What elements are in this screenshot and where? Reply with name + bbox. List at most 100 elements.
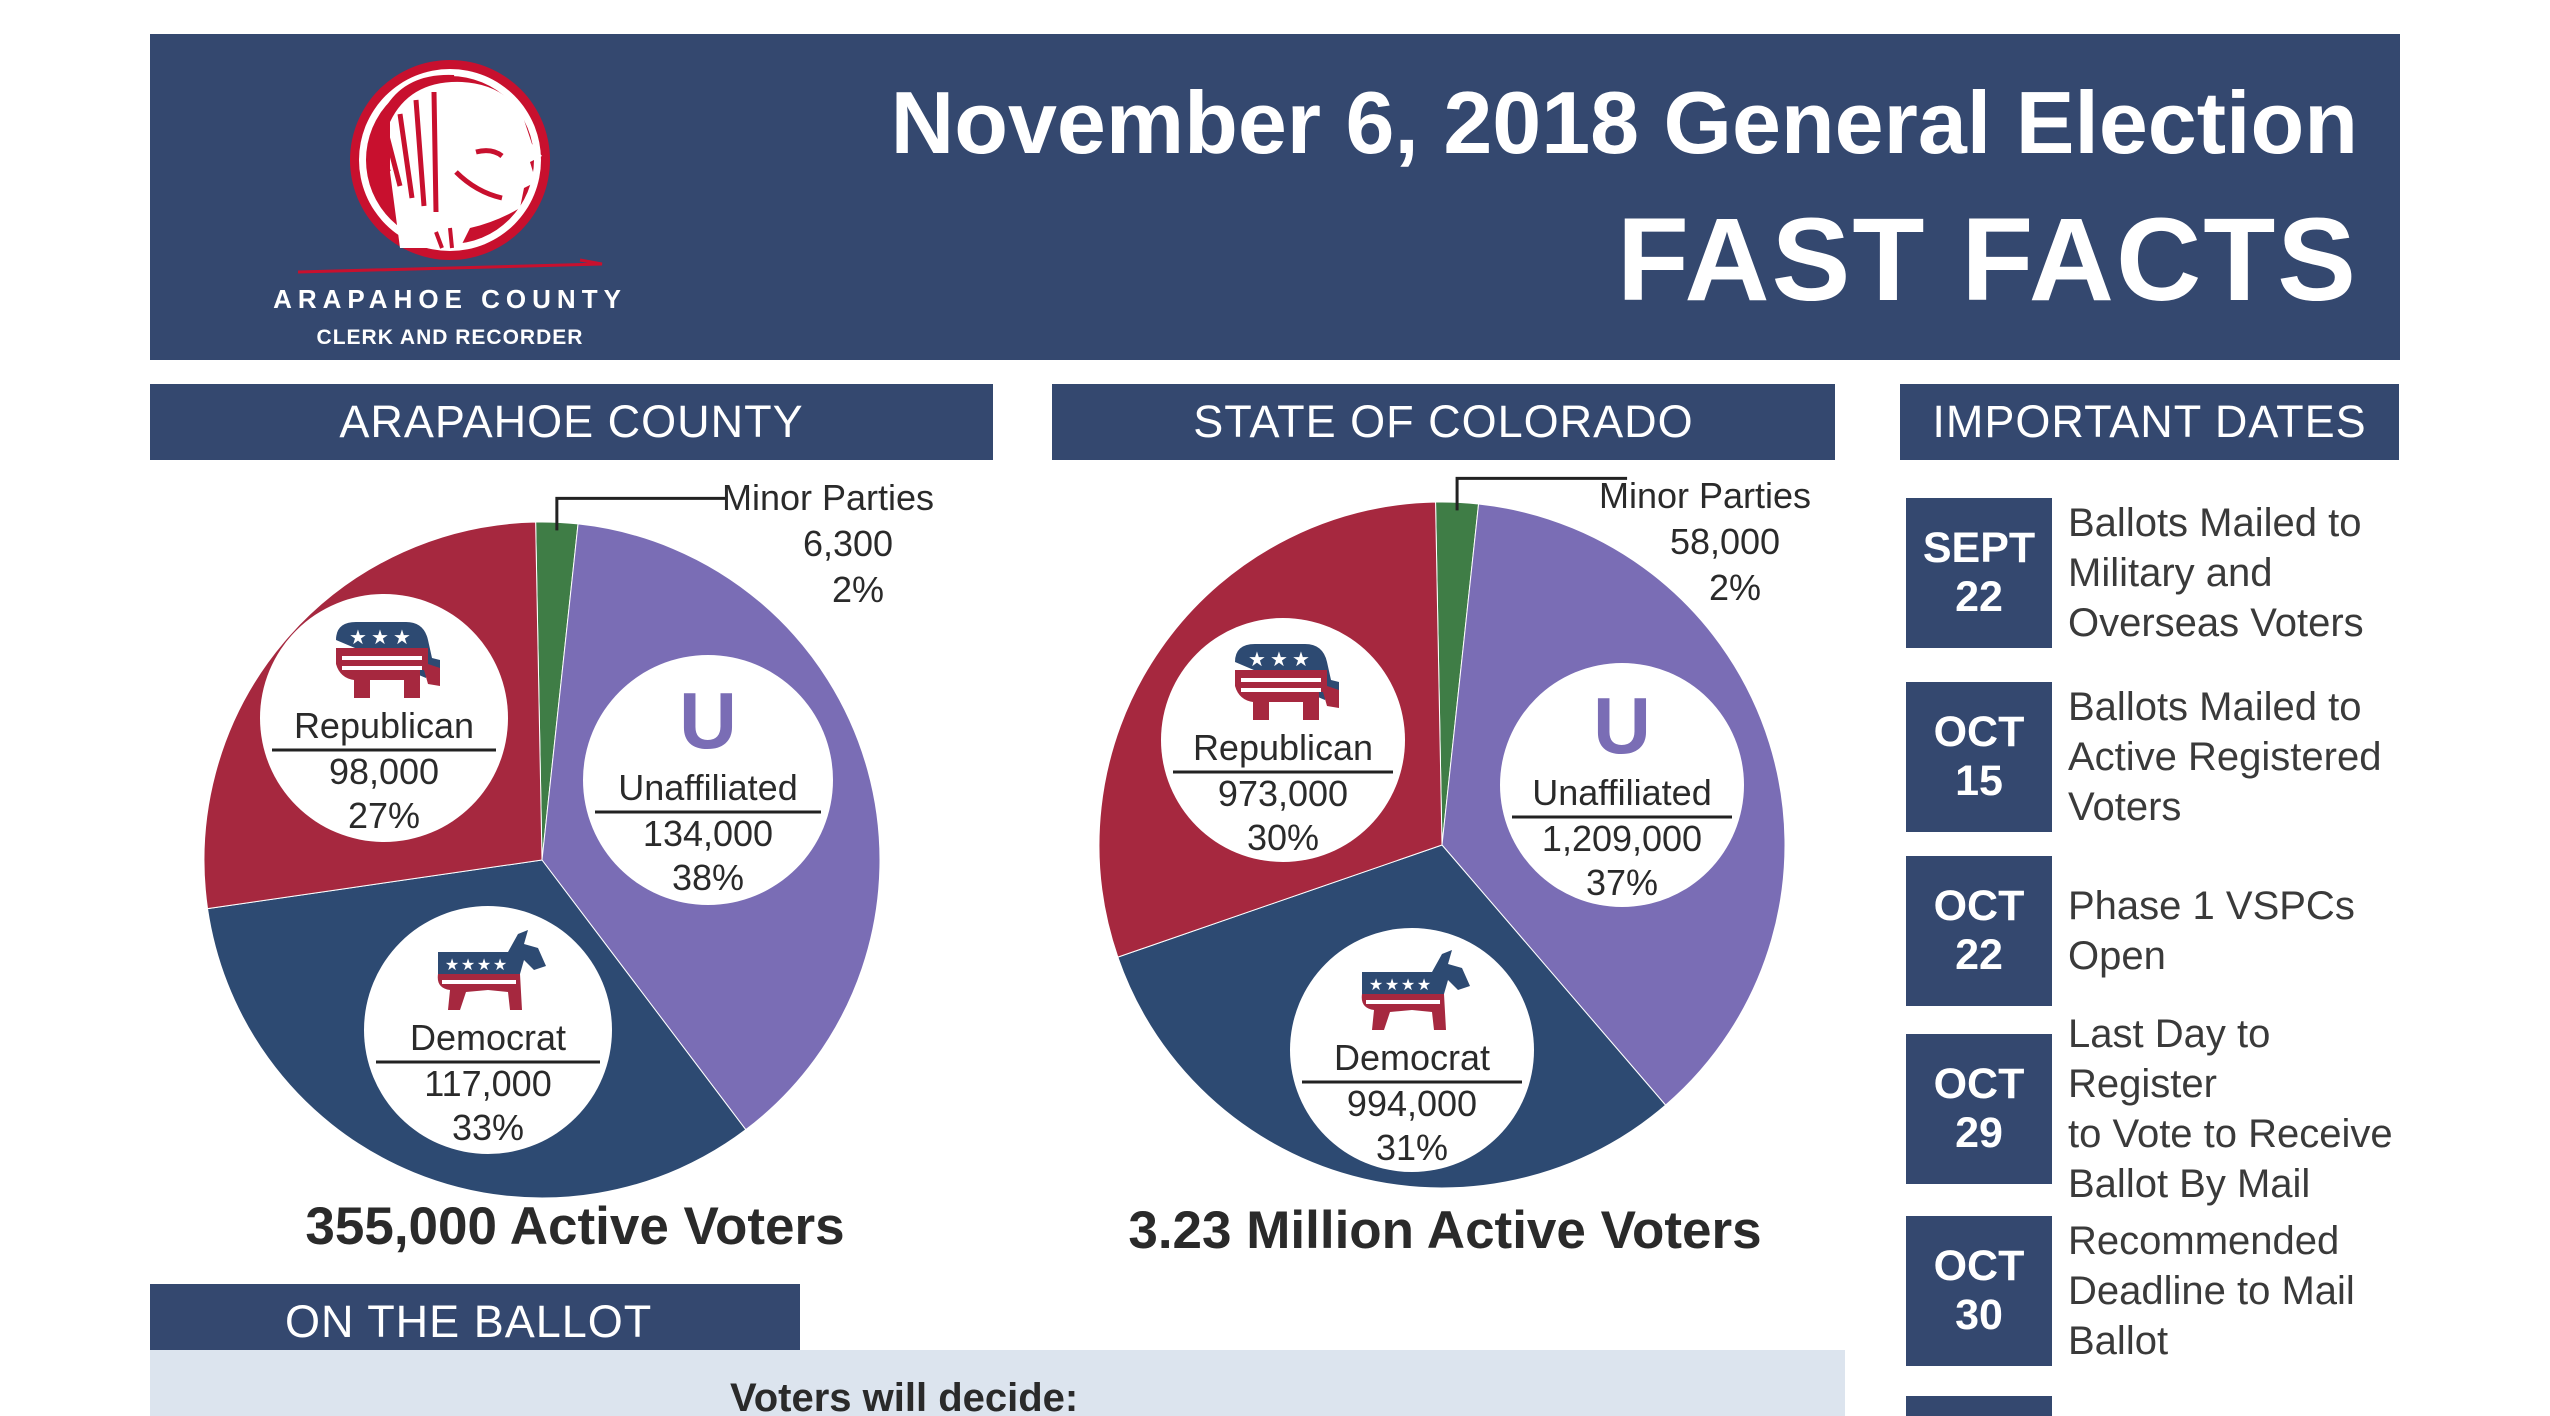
date-month: OCT — [1933, 1242, 2025, 1290]
date-desc-line: Voters — [2068, 785, 2182, 829]
democrat-donkey-icon: ★ ★ ★ ★ — [437, 930, 546, 1010]
minor-parties-leader-line — [1455, 476, 1628, 511]
star-icon: ★ — [493, 957, 507, 974]
star-icon: ★ — [461, 957, 475, 974]
date-desc-line: Recommended — [2068, 1219, 2340, 1263]
date-box: OCT 15 — [1906, 682, 2052, 832]
party-name-label: Unaffiliated — [618, 767, 797, 808]
date-desc-line: Phase 1 VSPCs — [2068, 884, 2355, 928]
date-month: SEPT — [1922, 524, 2036, 572]
date-box: SEPT 22 — [1906, 498, 2052, 648]
county-pie-chart: Minor Parties 6,300 2% U Unaffiliated 134,000… — [190, 470, 950, 1200]
indian-head-seal-icon — [297, 60, 603, 274]
label-circle-democrat — [1290, 928, 1534, 1172]
ballot-lead-text: Voters will decide: — [730, 1376, 1079, 1416]
date-month: OCT — [1933, 882, 2025, 930]
party-percent-label: 27% — [348, 795, 420, 836]
minor-parties-label: Minor Parties — [722, 477, 934, 518]
star-icon: ★ — [1385, 977, 1399, 994]
star-icon: ★ — [1401, 977, 1415, 994]
date-desc-line: Active Registered — [2068, 735, 2382, 779]
date-desc-line: to Vote to Receive — [2068, 1112, 2393, 1156]
minor-parties-leader-line — [555, 496, 727, 531]
star-icon: ★ — [393, 627, 411, 649]
county-section-header: ARAPAHOE COUNTY — [150, 384, 993, 460]
dates-section-header: IMPORTANT DATES — [1900, 384, 2399, 460]
date-desc-line: Military and — [2068, 551, 2273, 595]
date-description: Last Day to Register to Vote to Receive … — [2068, 1012, 2408, 1206]
state-pie-chart: Minor Parties 58,000 2% U Unaffiliated 1,209,… — [1085, 470, 1845, 1200]
star-icon: ★ — [1270, 649, 1288, 671]
date-box: OCT 30 — [1906, 1216, 2052, 1366]
date-description: Recommended Deadline to Mail Ballot — [2068, 1216, 2408, 1366]
date-description: Phase 1 VSPCs Open — [2068, 856, 2408, 1006]
star-icon: ★ — [1369, 977, 1383, 994]
date-day: 29 — [1955, 1109, 2003, 1157]
party-percent-label: 33% — [452, 1107, 524, 1148]
star-icon: ★ — [1248, 649, 1266, 671]
date-item: OCT 30 Recommended Deadline to Mail Ball… — [1906, 1216, 2400, 1366]
date-description: Ballots Mailed to Military and Overseas … — [2068, 498, 2408, 648]
date-desc-line: Last Day to Register — [2068, 1012, 2271, 1106]
republican-elephant-icon: ★ ★ ★ — [336, 622, 440, 698]
unaffiliated-u-icon: U — [1593, 681, 1651, 770]
party-value-label: 98,000 — [329, 751, 439, 792]
minor-parties-value: 6,300 — [803, 523, 893, 564]
party-value-label: 117,000 — [424, 1063, 551, 1104]
party-name-label: Republican — [294, 705, 474, 746]
minor-parties-value: 58,000 — [1670, 521, 1780, 562]
ballot-panel: Voters will decide: — [150, 1350, 1845, 1416]
party-percent-label: 38% — [672, 857, 744, 898]
star-icon: ★ — [349, 627, 367, 649]
date-desc-line: Ballots Mailed to — [2068, 501, 2362, 545]
county-active-voters: 355,000 Active Voters — [305, 1197, 845, 1256]
date-description: Ballots Mailed to Active Registered Vote… — [2068, 682, 2408, 832]
star-icon: ★ — [445, 957, 459, 974]
minor-parties-percent: 2% — [832, 569, 884, 610]
party-value-label: 973,000 — [1218, 773, 1348, 814]
date-day: 22 — [1955, 573, 2003, 621]
date-box: OCT 29 — [1906, 1034, 2052, 1184]
date-item: OCT 29 Last Day to Register to Vote to R… — [1906, 1012, 2400, 1206]
minor-parties-label: Minor Parties — [1599, 475, 1811, 516]
date-item: OCT 15 Ballots Mailed to Active Register… — [1906, 682, 2400, 832]
party-percent-label: 30% — [1247, 817, 1319, 858]
state-active-voters: 3.23 Million Active Voters — [1128, 1201, 1762, 1260]
date-desc-line: Ballot By Mail — [2068, 1162, 2311, 1206]
date-month: OCT — [1933, 708, 2025, 756]
date-desc-line: Deadline to Mail — [2068, 1269, 2355, 1313]
page-subtitle: FAST FACTS — [1616, 194, 2358, 326]
date-desc-line: Open — [2068, 934, 2166, 978]
party-percent-label: 31% — [1376, 1127, 1448, 1168]
unaffiliated-u-icon: U — [679, 676, 737, 765]
star-icon: ★ — [371, 627, 389, 649]
date-day: 22 — [1955, 931, 2003, 979]
state-section-header: STATE OF COLORADO — [1052, 384, 1835, 460]
county-logo: ARAPAHOE COUNTY CLERK AND RECORDER — [240, 52, 660, 352]
date-box-partial — [1906, 1396, 2052, 1416]
date-desc-line: Ballots Mailed to — [2068, 685, 2362, 729]
date-item: OCT 22 Phase 1 VSPCs Open — [1906, 856, 2400, 1006]
minor-parties-percent: 2% — [1709, 567, 1761, 608]
party-value-label: 1,209,000 — [1542, 818, 1702, 859]
party-name-label: Democrat — [1334, 1037, 1490, 1078]
republican-elephant-icon: ★ ★ ★ — [1235, 644, 1339, 720]
date-box: OCT 22 — [1906, 856, 2052, 1006]
ballot-section-header: ON THE BALLOT — [150, 1284, 800, 1360]
label-circle-unaffiliated — [1500, 663, 1744, 907]
star-icon: ★ — [477, 957, 491, 974]
date-day: 15 — [1955, 757, 2003, 805]
party-value-label: 134,000 — [643, 813, 773, 854]
date-item: SEPT 22 Ballots Mailed to Military and O… — [1906, 498, 2400, 648]
label-circle-republican — [1161, 618, 1405, 862]
date-desc-line: Overseas Voters — [2068, 601, 2364, 645]
label-circle-republican — [260, 594, 508, 842]
logo-subtitle: CLERK AND RECORDER — [316, 326, 584, 349]
party-percent-label: 37% — [1586, 862, 1658, 903]
logo-county-name: ARAPAHOE COUNTY — [273, 284, 627, 314]
party-name-label: Unaffiliated — [1532, 772, 1711, 813]
party-value-label: 994,000 — [1347, 1083, 1477, 1124]
party-name-label: Republican — [1193, 727, 1373, 768]
